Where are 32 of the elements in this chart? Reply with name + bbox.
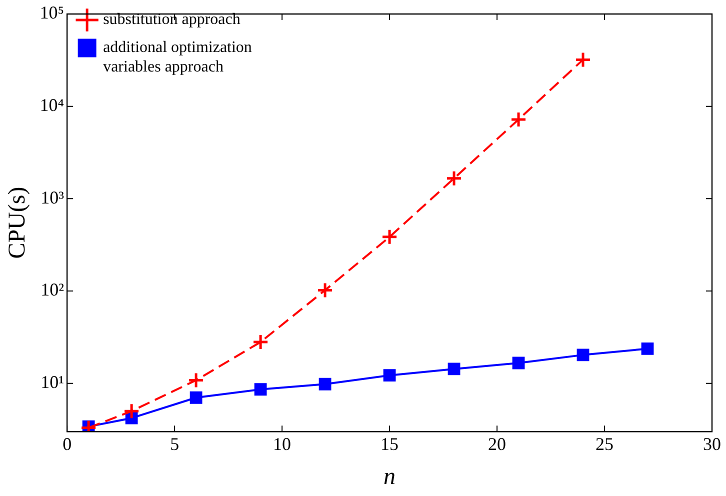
x-tick-label: 20 (488, 434, 506, 454)
legend-label: substitution approach (103, 11, 240, 28)
x-tick-label: 30 (703, 434, 721, 454)
y-tick-label: 10⁵ (40, 2, 64, 23)
point (318, 378, 332, 390)
y-tick-label: 10² (40, 280, 64, 300)
point (576, 348, 590, 362)
point (641, 342, 654, 355)
point (510, 111, 527, 128)
point (316, 282, 334, 298)
y-tick-label: 10¹ (40, 372, 64, 392)
point (123, 402, 140, 420)
point (252, 334, 269, 350)
point (190, 391, 202, 404)
x-tick-label: 0 (62, 434, 72, 454)
point (574, 51, 592, 68)
x-tick-label: 5 (170, 434, 180, 454)
point (446, 170, 462, 187)
x-axis-title: n (384, 464, 396, 490)
y-axis-title: CPU(s) (4, 186, 31, 259)
y-tick-label: 10³ (40, 187, 65, 208)
legend-label: additional optimization variables approach (103, 39, 252, 76)
point (381, 228, 398, 246)
x-tick-label: 15 (380, 434, 399, 454)
point (512, 356, 525, 370)
point (188, 372, 204, 388)
x-tick-label: 25 (596, 434, 614, 454)
y-tick-label: 10⁴ (40, 95, 64, 116)
point (254, 383, 267, 396)
point (383, 369, 396, 382)
point (448, 362, 460, 376)
x-tick-label: 10 (273, 434, 292, 454)
